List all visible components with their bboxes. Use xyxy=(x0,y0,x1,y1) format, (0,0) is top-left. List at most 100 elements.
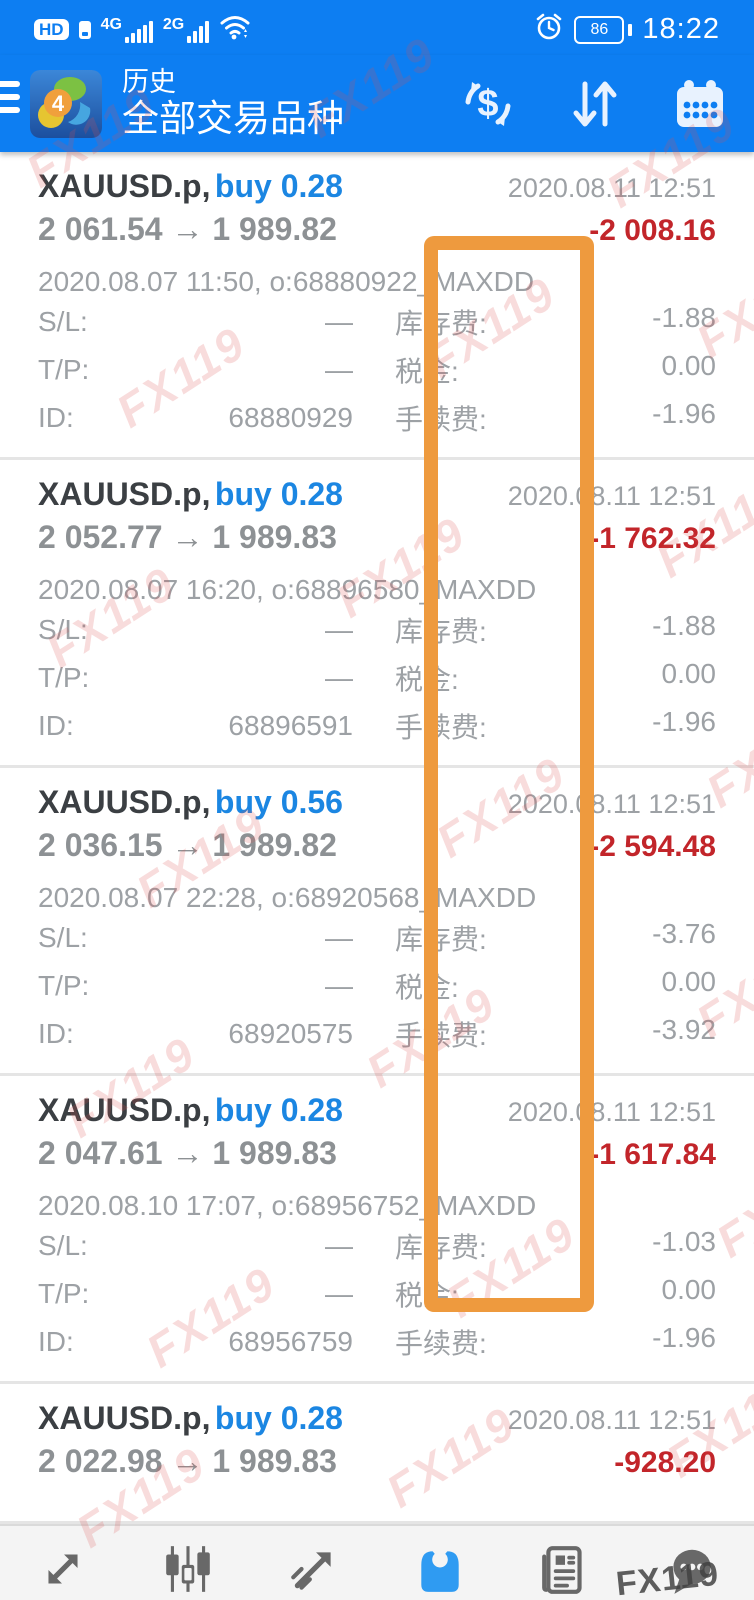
id-label: ID: xyxy=(38,1326,74,1357)
swap-value: -3.76 xyxy=(652,918,716,949)
id-value: 68920575 xyxy=(228,1018,353,1049)
calendar-icon[interactable] xyxy=(674,77,726,131)
status-left: HD 4G 2G xyxy=(34,13,251,46)
trade-close-time: 2020.08.11 12:51 xyxy=(507,173,716,203)
trade-list-item[interactable]: XAUUSD.p, buy 0.28 2020.08.11 12:51 2 05… xyxy=(0,460,754,768)
trade-symbol: XAUUSD.p, xyxy=(38,476,211,512)
trade-prices: 2 047.61 → 1 989.83 xyxy=(38,1135,337,1171)
sl-label: S/L: xyxy=(38,1230,88,1261)
tax-label: 税金: xyxy=(395,356,459,387)
status-right: 86 18:22 xyxy=(534,12,720,47)
swap-label: 库存费: xyxy=(395,308,487,339)
swap-value: -1.88 xyxy=(652,610,716,641)
trade-side-volume: buy 0.28 xyxy=(214,476,343,512)
signal-2g-icon: 2G xyxy=(163,16,210,43)
battery-icon: 86 xyxy=(574,15,625,44)
nav-item-quotes[interactable] xyxy=(33,1542,93,1596)
sl-label: S/L: xyxy=(38,614,88,645)
swap-label: 库存费: xyxy=(395,1232,487,1263)
trade-prices: 2 061.54 → 1 989.82 xyxy=(38,211,337,247)
nav-item-messages[interactable] xyxy=(661,1542,721,1596)
tax-label: 税金: xyxy=(395,1280,459,1311)
tp-label: T/P: xyxy=(38,354,90,385)
trade-close-time: 2020.08.11 12:51 xyxy=(507,481,716,511)
sl-label: S/L: xyxy=(38,922,88,953)
trade-symbol: XAUUSD.p, xyxy=(38,784,211,820)
tax-value: 0.00 xyxy=(661,658,717,689)
currency-exchange-icon[interactable]: $ xyxy=(460,76,516,132)
trade-open-info: 2020.08.07 22:28, o:68920568_MAXDD xyxy=(38,882,537,913)
menu-icon[interactable] xyxy=(0,81,20,113)
page-title: 全部交易品种 xyxy=(122,97,344,139)
tp-value: — xyxy=(325,354,353,385)
trade-list-item[interactable]: XAUUSD.p, buy 0.28 2020.08.11 12:51 2 04… xyxy=(0,1076,754,1384)
trade-symbol: XAUUSD.p, xyxy=(38,1092,211,1128)
trade-sl-swap-row: S/L: — 库存费: -3.76 xyxy=(38,914,716,962)
tp-label: T/P: xyxy=(38,970,90,1001)
trade-symbol: XAUUSD.p, xyxy=(38,1400,211,1436)
id-value: 68956759 xyxy=(228,1326,353,1357)
tax-value: 0.00 xyxy=(661,966,717,997)
header-titles: 历史 全部交易品种 xyxy=(122,67,344,141)
volte-phone-icon xyxy=(78,20,91,39)
sl-value: — xyxy=(325,614,353,645)
battery-nub xyxy=(628,23,633,36)
signal-4g-icon: 4G xyxy=(101,16,153,43)
tax-label: 税金: xyxy=(395,972,459,1003)
trade-profit: -2 594.48 xyxy=(589,830,716,863)
trade-close-time: 2020.08.11 12:51 xyxy=(507,1405,716,1435)
commission-value: -3.92 xyxy=(652,1014,716,1045)
nav-item-news[interactable] xyxy=(535,1542,595,1596)
svg-text:$: $ xyxy=(477,83,498,125)
logo-badge-4: 4 xyxy=(52,91,65,116)
trade-open-info: 2020.08.07 11:50, o:68880922_MAXDD xyxy=(38,266,535,297)
commission-label: 手续费: xyxy=(395,1020,487,1051)
trade-tp-tax-row: T/P: — 税金: 0.00 xyxy=(38,1270,716,1318)
tp-label: T/P: xyxy=(38,662,90,693)
tax-label: 税金: xyxy=(395,664,459,695)
sl-label: S/L: xyxy=(38,306,88,337)
id-label: ID: xyxy=(38,710,74,741)
trade-id-commission-row: ID: 68896591 手续费: -1.96 xyxy=(38,702,716,750)
trade-tp-tax-row: T/P: — 税金: 0.00 xyxy=(38,346,716,394)
trade-profit: -2 008.16 xyxy=(589,214,716,247)
trade-side-volume: buy 0.28 xyxy=(214,1092,343,1128)
page-subtitle: 历史 xyxy=(122,66,176,97)
alarm-clock-icon xyxy=(534,12,564,47)
commission-label: 手续费: xyxy=(395,404,487,435)
nav-item-history[interactable] xyxy=(410,1542,470,1596)
trade-list-item[interactable]: XAUUSD.p, buy 0.28 2020.08.11 12:51 2 02… xyxy=(0,1384,754,1524)
trade-prices: 2 052.77 → 1 989.83 xyxy=(38,519,337,555)
swap-label: 库存费: xyxy=(395,616,487,647)
trade-open-info: 2020.08.07 16:20, o:68896580_MAXDD xyxy=(38,574,537,605)
trade-side-volume: buy 0.28 xyxy=(214,1400,343,1436)
swap-value: -1.03 xyxy=(652,1226,716,1257)
tax-value: 0.00 xyxy=(661,350,717,381)
trade-symbol: XAUUSD.p, xyxy=(38,168,211,204)
tp-value: — xyxy=(325,1278,353,1309)
wifi-icon xyxy=(219,13,251,46)
mt4-app-logo: 4 xyxy=(30,69,102,138)
tp-value: — xyxy=(325,970,353,1001)
trade-tp-tax-row: T/P: — 税金: 0.00 xyxy=(38,654,716,702)
trade-list-item[interactable]: XAUUSD.p, buy 0.28 2020.08.11 12:51 2 06… xyxy=(0,152,754,460)
nav-item-charts[interactable] xyxy=(158,1542,218,1596)
trade-prices: 2 036.15 → 1 989.82 xyxy=(38,827,337,863)
tax-value: 0.00 xyxy=(661,1274,717,1305)
id-label: ID: xyxy=(38,1018,74,1049)
nav-item-trade[interactable] xyxy=(284,1542,344,1596)
sl-value: — xyxy=(325,922,353,953)
trade-list-item[interactable]: XAUUSD.p, buy 0.56 2020.08.11 12:51 2 03… xyxy=(0,768,754,1076)
status-time: 18:22 xyxy=(642,13,720,45)
id-value: 68880929 xyxy=(228,402,353,433)
sort-icon[interactable] xyxy=(570,78,620,130)
trade-profit: -1 762.32 xyxy=(589,522,716,555)
tp-label: T/P: xyxy=(38,1278,90,1309)
trade-profit: -1 617.84 xyxy=(589,1138,716,1171)
trade-open-info: 2020.08.10 17:07, o:68956752_MAXDD xyxy=(38,1190,537,1221)
trade-close-time: 2020.08.11 12:51 xyxy=(507,1097,716,1127)
trade-sl-swap-row: S/L: — 库存费: -1.03 xyxy=(38,1222,716,1270)
app-header: 4 历史 全部交易品种 $ xyxy=(0,55,754,152)
status-bar: HD 4G 2G xyxy=(0,0,754,55)
